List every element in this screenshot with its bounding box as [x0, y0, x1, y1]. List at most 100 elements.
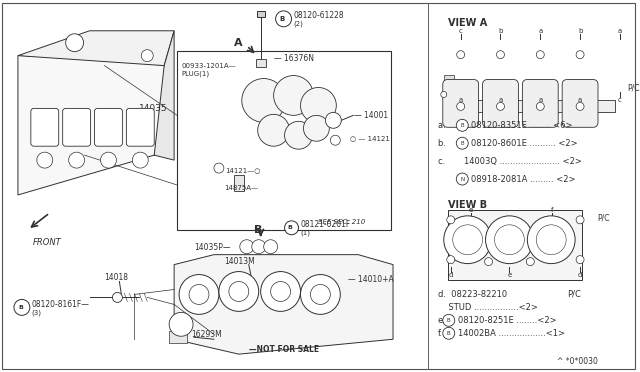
Circle shape	[169, 312, 193, 336]
Circle shape	[66, 34, 84, 52]
Circle shape	[102, 123, 115, 137]
Circle shape	[276, 11, 292, 27]
Circle shape	[576, 51, 584, 59]
Text: 08120-8351E ........ <6>: 08120-8351E ........ <6>	[471, 121, 573, 130]
Bar	[445, 100, 615, 112]
Circle shape	[271, 282, 291, 301]
Circle shape	[303, 115, 330, 141]
Circle shape	[274, 76, 314, 115]
Text: B: B	[19, 305, 23, 310]
Text: ^ *0*0030: ^ *0*0030	[557, 357, 598, 366]
Text: 00933-1201A—: 00933-1201A—	[181, 62, 236, 68]
Text: P/C: P/C	[627, 84, 639, 93]
Text: e: e	[468, 207, 473, 213]
Text: — 14010+A: — 14010+A	[348, 275, 394, 284]
Circle shape	[133, 123, 147, 137]
Text: B: B	[287, 225, 292, 230]
Circle shape	[325, 112, 341, 128]
Text: FRONT: FRONT	[33, 238, 61, 247]
Circle shape	[497, 102, 504, 110]
Bar	[444, 74, 454, 93]
Circle shape	[38, 123, 52, 137]
Circle shape	[229, 282, 249, 301]
Circle shape	[258, 114, 289, 146]
Text: c.: c.	[438, 157, 451, 166]
FancyBboxPatch shape	[522, 80, 558, 127]
Text: (3): (3)	[32, 309, 42, 315]
Text: a.: a.	[438, 121, 448, 130]
Polygon shape	[174, 255, 393, 354]
Circle shape	[301, 87, 336, 123]
Text: 14035P—: 14035P—	[194, 243, 230, 252]
Text: a: a	[538, 28, 543, 34]
Text: b: b	[499, 28, 502, 34]
Text: 14002BA ..................<1>: 14002BA ..................<1>	[458, 329, 564, 338]
Circle shape	[285, 121, 312, 149]
Circle shape	[444, 216, 492, 264]
Text: d: d	[449, 272, 453, 278]
Text: f: f	[551, 207, 554, 213]
Text: (2): (2)	[294, 20, 303, 27]
Circle shape	[443, 327, 454, 339]
Circle shape	[447, 256, 454, 264]
Polygon shape	[18, 56, 164, 195]
Circle shape	[527, 216, 575, 264]
Polygon shape	[18, 31, 174, 65]
Text: a: a	[578, 97, 582, 103]
Text: b: b	[578, 28, 582, 34]
Text: (1): (1)	[301, 230, 310, 236]
Bar	[234, 175, 244, 191]
Text: 14035: 14035	[140, 104, 168, 113]
Text: 08120-61228: 08120-61228	[294, 12, 344, 20]
Circle shape	[447, 216, 454, 224]
Circle shape	[484, 258, 493, 266]
Circle shape	[70, 123, 84, 137]
Circle shape	[576, 256, 584, 264]
Circle shape	[576, 102, 584, 110]
Text: 14013M: 14013M	[224, 257, 255, 266]
Text: 14003Q ....................... <2>: 14003Q ....................... <2>	[465, 157, 582, 166]
Text: 16293M: 16293M	[191, 330, 222, 339]
FancyBboxPatch shape	[31, 108, 59, 146]
Circle shape	[526, 258, 534, 266]
Circle shape	[576, 216, 584, 224]
Polygon shape	[154, 31, 174, 160]
Text: c: c	[618, 97, 622, 103]
Text: N: N	[460, 177, 465, 182]
FancyBboxPatch shape	[95, 108, 122, 146]
Circle shape	[260, 272, 301, 311]
Text: B: B	[447, 318, 451, 323]
Circle shape	[240, 240, 253, 254]
Text: e.: e.	[438, 316, 445, 325]
Circle shape	[536, 51, 544, 59]
Text: —NOT FOR SALE: —NOT FOR SALE	[249, 345, 319, 354]
Circle shape	[252, 240, 266, 254]
Bar	[257, 11, 265, 17]
FancyBboxPatch shape	[483, 80, 518, 127]
Text: 08918-2081A ......... <2>: 08918-2081A ......... <2>	[471, 174, 576, 183]
Circle shape	[310, 285, 330, 304]
Text: PLUG(1): PLUG(1)	[181, 70, 209, 77]
Bar	[177, 51, 391, 230]
Circle shape	[441, 92, 447, 97]
Text: VIEW A: VIEW A	[448, 18, 487, 28]
Text: a: a	[458, 97, 463, 103]
Text: 14875A—: 14875A—	[224, 185, 258, 191]
Circle shape	[285, 221, 298, 235]
Circle shape	[536, 225, 566, 255]
Text: a: a	[618, 28, 622, 34]
Circle shape	[495, 225, 524, 255]
Text: a: a	[499, 97, 502, 103]
Text: b.: b.	[438, 139, 449, 148]
Circle shape	[456, 119, 468, 131]
Circle shape	[37, 152, 52, 168]
Circle shape	[486, 216, 533, 264]
Circle shape	[443, 314, 454, 326]
Circle shape	[100, 152, 116, 168]
Text: 14121—○: 14121—○	[225, 167, 260, 173]
Bar	[448, 210, 582, 279]
Circle shape	[497, 51, 504, 59]
Text: A: A	[234, 38, 243, 48]
Text: VIEW B: VIEW B	[448, 200, 487, 210]
FancyBboxPatch shape	[562, 80, 598, 127]
